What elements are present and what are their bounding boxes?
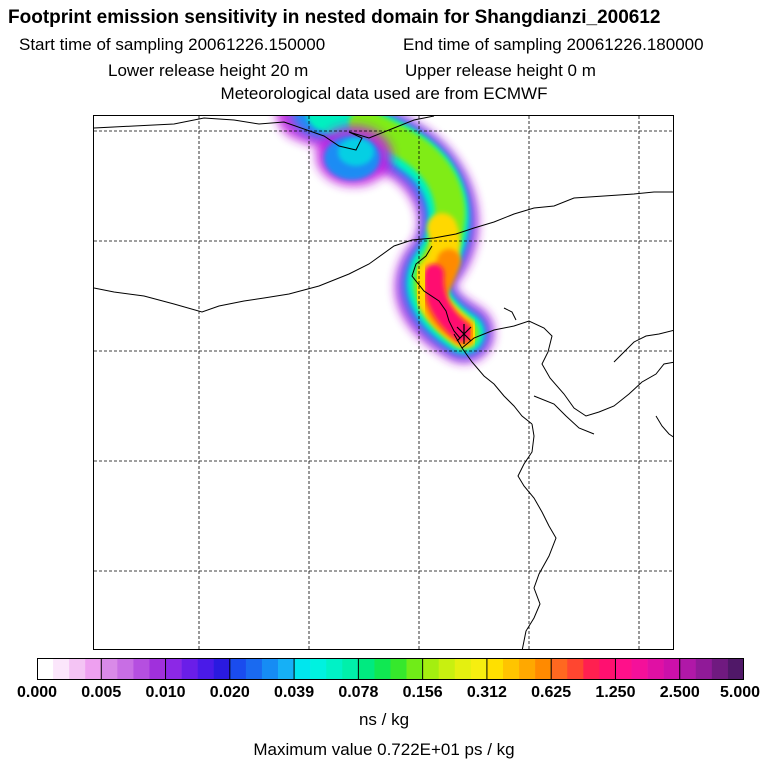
colorbar-segment — [374, 658, 391, 680]
colorbar-segment — [583, 658, 600, 680]
colorbar-segment — [422, 658, 440, 680]
colorbar-segment — [631, 658, 648, 680]
colorbar-segment — [133, 658, 150, 680]
coastlines — [94, 116, 673, 649]
colorbar-segment — [229, 658, 247, 680]
colorbar-tick-label: 0.010 — [145, 684, 186, 701]
receptor-marker — [456, 324, 472, 344]
colorbar-segment — [261, 658, 279, 680]
maximum-value-label: Maximum value 0.722E+01 ps / kg — [253, 740, 515, 759]
colorbar-segment — [85, 658, 102, 680]
colorbar-segment — [149, 658, 166, 680]
plot-title: Footprint emission sensitivity in nested… — [8, 7, 661, 28]
map-gridlines — [94, 116, 673, 649]
colorbar-border — [37, 658, 744, 680]
colorbar-segment — [358, 658, 375, 680]
colorbar-tick-label: 0.625 — [531, 684, 572, 701]
start-time-label: Start time of sampling 20061226.150000 — [19, 35, 326, 54]
colorbar-segment — [245, 658, 263, 680]
colorbar-tick-label: 0.156 — [402, 684, 443, 701]
colorbar-segment — [502, 658, 520, 680]
colorbar-segment — [567, 658, 584, 680]
colorbar-tick-label: 0.020 — [209, 684, 250, 701]
colorbar-segment — [438, 658, 456, 680]
colorbar-segment — [470, 658, 488, 680]
map-canvas — [94, 116, 673, 649]
colorbar-tick-label: 0.005 — [81, 684, 122, 701]
colorbar-tick-label: 0.000 — [16, 684, 58, 701]
end-time-label: End time of sampling 20061226.180000 — [403, 35, 704, 54]
met-data-label: Meteorological data used are from ECMWF — [220, 84, 548, 103]
colorbar-segment — [390, 658, 407, 680]
upper-release-label: Upper release height 0 m — [405, 61, 596, 80]
colorbar-segment — [117, 658, 134, 680]
colorbar-tick-label: 0.312 — [466, 684, 507, 701]
colorbar-segment — [165, 658, 182, 680]
colorbar-segment — [679, 658, 697, 680]
colorbar-segment — [454, 658, 472, 680]
colorbar-units: ns / kg — [358, 710, 410, 729]
colorbar-segment — [663, 658, 681, 680]
colorbar-segment — [711, 658, 729, 680]
footprint-blob — [316, 126, 392, 186]
colorbar-segment — [278, 658, 295, 680]
colorbar-segment — [69, 658, 86, 680]
colorbar-segment — [181, 658, 198, 680]
colorbar-segment — [310, 658, 327, 680]
colorbar-segment — [551, 658, 568, 680]
colorbar-tick-label: 2.500 — [659, 684, 700, 701]
colorbar-segment — [727, 658, 744, 680]
colorbar-tick-label: 5.000 — [719, 684, 761, 701]
colorbar-segment — [294, 658, 311, 680]
colorbar-segment — [197, 658, 215, 680]
lower-release-label: Lower release height 20 m — [108, 61, 309, 80]
colorbar-tick-label: 1.250 — [595, 684, 636, 701]
colorbar-segment — [486, 658, 504, 680]
colorbar-segment — [519, 658, 536, 680]
colorbar-segment — [695, 658, 713, 680]
colorbar-segment — [326, 658, 343, 680]
colorbar — [37, 658, 744, 680]
colorbar-segment — [53, 658, 70, 680]
colorbar-segment — [406, 658, 423, 680]
colorbar-segment — [342, 658, 359, 680]
colorbar-segment — [647, 658, 664, 680]
colorbar-segment — [101, 658, 118, 680]
colorbar-segment — [599, 658, 616, 680]
colorbar-tick-label: 0.039 — [274, 684, 315, 701]
colorbar-segment — [37, 658, 54, 680]
footprint-map — [93, 115, 674, 650]
colorbar-tick-label: 0.078 — [338, 684, 379, 701]
colorbar-segment — [615, 658, 632, 680]
colorbar-segment — [535, 658, 552, 680]
colorbar-segment — [213, 658, 231, 680]
